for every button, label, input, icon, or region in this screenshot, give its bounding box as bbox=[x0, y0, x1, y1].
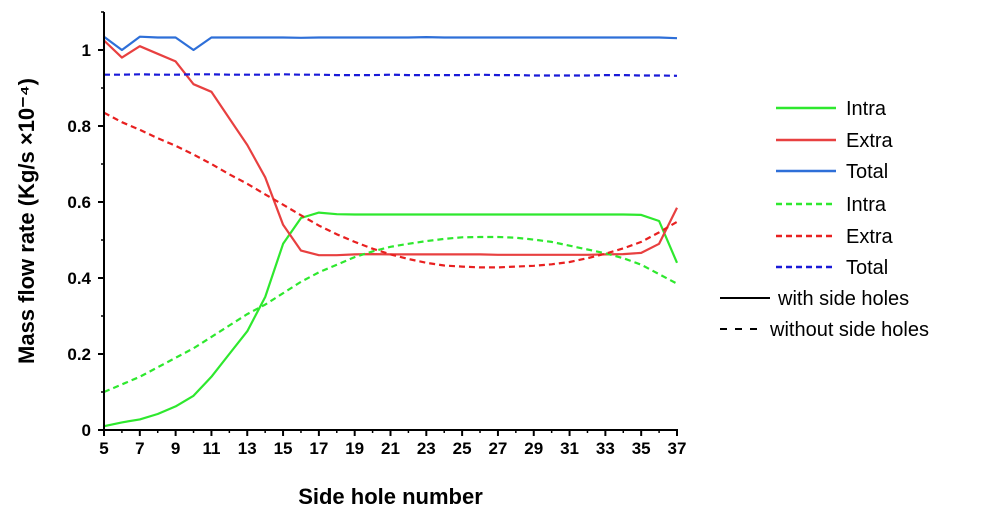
series-line-1 bbox=[103, 39, 678, 257]
legend-label: Intra bbox=[846, 194, 887, 216]
x-tick-label: 23 bbox=[417, 439, 436, 458]
x-tick-label: 9 bbox=[171, 439, 180, 458]
y-axis-title: Mass flow rate (Kg/s ×10⁻⁴) bbox=[14, 78, 39, 364]
x-tick-label: 21 bbox=[381, 439, 400, 458]
y-tick-label: 0.4 bbox=[67, 269, 91, 288]
x-tick-label: 33 bbox=[596, 439, 615, 458]
legend-label: Total bbox=[846, 257, 888, 279]
series-layer bbox=[103, 35, 679, 428]
series-line-3 bbox=[103, 235, 678, 394]
series-line-2 bbox=[103, 35, 678, 52]
y-tick-label: 1 bbox=[82, 41, 91, 60]
legend-label: Extra bbox=[846, 226, 894, 248]
x-tick-label: 15 bbox=[274, 439, 293, 458]
axes-layer bbox=[103, 12, 678, 431]
series-line-4 bbox=[103, 111, 678, 269]
legend-note-label: without side holes bbox=[769, 319, 929, 341]
x-tick-label: 25 bbox=[453, 439, 472, 458]
legend-note-label: with side holes bbox=[777, 288, 909, 310]
x-tick-label: 11 bbox=[202, 439, 220, 458]
y-tick-label: 0.2 bbox=[67, 345, 91, 364]
x-tick-label: 19 bbox=[345, 439, 364, 458]
x-tick-label: 29 bbox=[524, 439, 543, 458]
x-tick-label: 37 bbox=[668, 439, 687, 458]
legend: Intra Extra Total Intra Extra Total with side … bbox=[720, 98, 929, 341]
x-tick-label: 31 bbox=[560, 439, 579, 458]
x-tick-label: 17 bbox=[309, 439, 328, 458]
ticks-layer: 5 7 9 11 13 15 17 19 21 23 25 27 29 31 33 35 37 0 0.2 0.4 0.… bbox=[67, 11, 687, 458]
legend-label: Extra bbox=[846, 130, 894, 152]
legend-label: Intra bbox=[846, 98, 887, 120]
series-line-5 bbox=[104, 73, 678, 77]
x-tick-label: 27 bbox=[488, 439, 507, 458]
legend-label: Total bbox=[846, 161, 888, 183]
y-tick-label: 0.8 bbox=[67, 117, 91, 136]
x-tick-label: 35 bbox=[632, 439, 651, 458]
series-line-0 bbox=[103, 211, 679, 428]
x-tick-label: 5 bbox=[99, 439, 108, 458]
y-tick-label: 0 bbox=[82, 421, 91, 440]
y-tick-label: 0.6 bbox=[67, 193, 91, 212]
x-axis-title: Side hole number bbox=[298, 484, 483, 509]
x-tick-label: 13 bbox=[238, 439, 257, 458]
x-tick-label: 7 bbox=[135, 439, 144, 458]
